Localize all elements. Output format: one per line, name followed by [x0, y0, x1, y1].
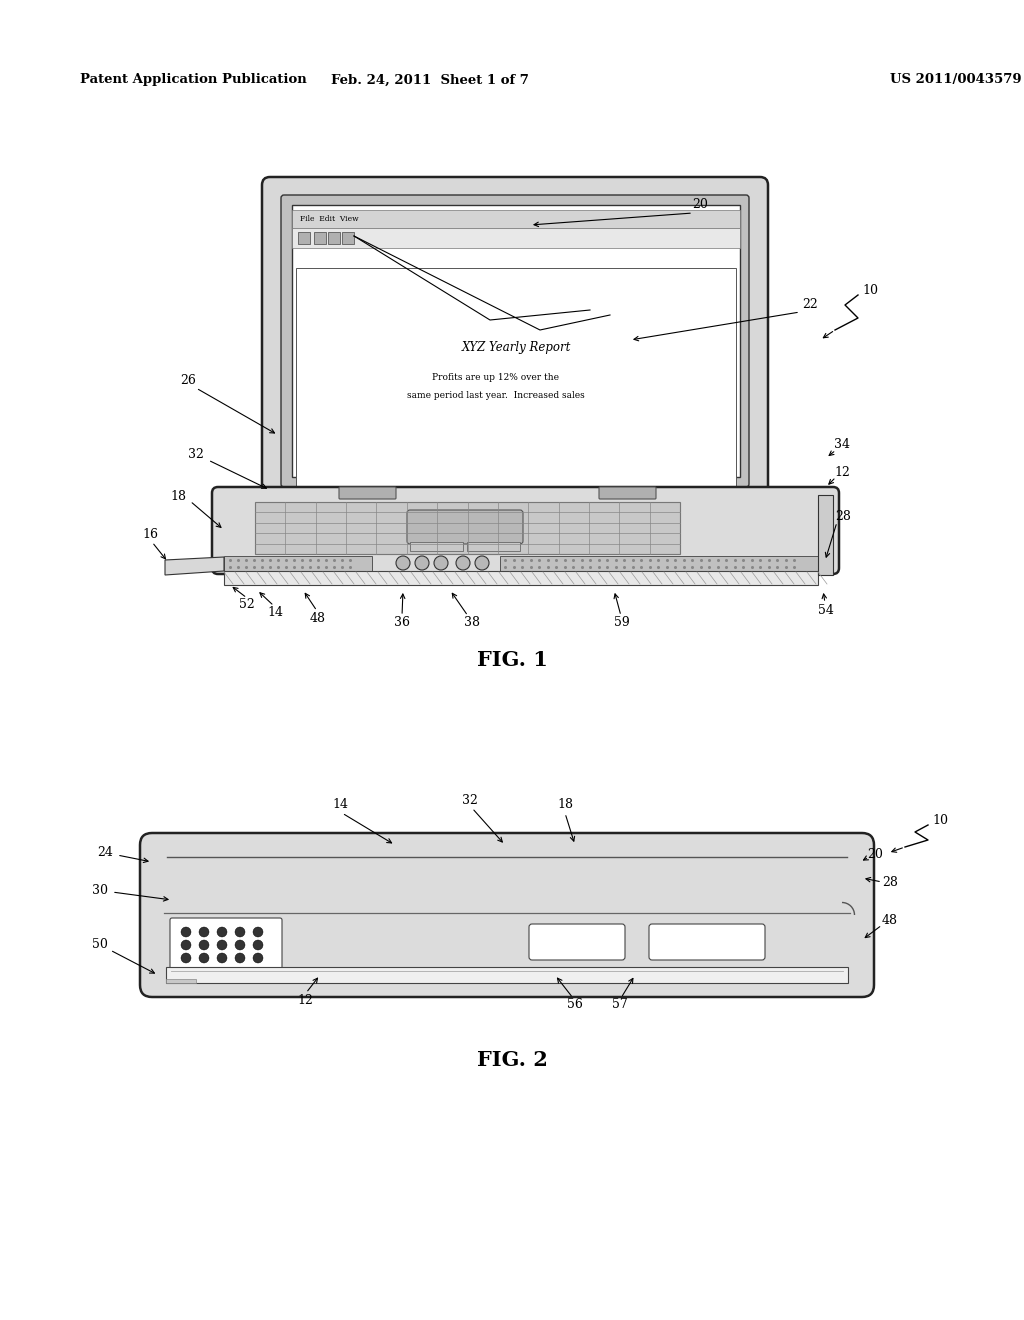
- FancyBboxPatch shape: [281, 195, 749, 487]
- Text: 56: 56: [567, 998, 583, 1011]
- Text: FIG. 2: FIG. 2: [476, 1049, 548, 1071]
- Text: 48: 48: [882, 913, 898, 927]
- Text: Profits are up 12% over the: Profits are up 12% over the: [432, 374, 559, 383]
- Text: Feb. 24, 2011  Sheet 1 of 7: Feb. 24, 2011 Sheet 1 of 7: [331, 74, 529, 87]
- Circle shape: [217, 940, 227, 950]
- Circle shape: [181, 940, 191, 950]
- Text: 48: 48: [310, 611, 326, 624]
- Circle shape: [434, 556, 449, 570]
- Circle shape: [217, 927, 227, 937]
- FancyBboxPatch shape: [170, 917, 282, 972]
- Text: XYZ Yearly Report: XYZ Yearly Report: [462, 342, 570, 355]
- Text: 50: 50: [92, 939, 108, 952]
- Text: 59: 59: [614, 616, 630, 630]
- Circle shape: [199, 940, 209, 950]
- Text: 36: 36: [394, 616, 410, 630]
- Text: US 2011/0043579 A1: US 2011/0043579 A1: [890, 74, 1024, 87]
- Bar: [500, 556, 818, 572]
- Bar: [296, 268, 736, 488]
- Circle shape: [253, 940, 263, 950]
- Circle shape: [234, 940, 245, 950]
- Text: same period last year.  Increased sales: same period last year. Increased sales: [408, 392, 585, 400]
- Text: 28: 28: [882, 876, 898, 890]
- FancyBboxPatch shape: [262, 177, 768, 503]
- Text: 12: 12: [297, 994, 313, 1006]
- Circle shape: [253, 953, 263, 964]
- Polygon shape: [165, 557, 224, 576]
- Text: 52: 52: [240, 598, 255, 611]
- Bar: [166, 968, 848, 983]
- Circle shape: [234, 953, 245, 964]
- Text: Patent Application Publication: Patent Application Publication: [80, 74, 307, 87]
- Bar: [224, 556, 372, 572]
- Text: 22: 22: [802, 298, 818, 312]
- Bar: [298, 232, 310, 244]
- Circle shape: [456, 556, 470, 570]
- Circle shape: [217, 953, 227, 964]
- Text: 20: 20: [867, 849, 883, 862]
- Bar: [292, 205, 740, 477]
- Text: 16: 16: [142, 528, 158, 541]
- Text: 26: 26: [180, 374, 196, 387]
- Circle shape: [234, 927, 245, 937]
- Circle shape: [181, 927, 191, 937]
- Text: 12: 12: [835, 466, 850, 479]
- Text: 32: 32: [188, 449, 204, 462]
- Bar: [410, 543, 463, 550]
- FancyBboxPatch shape: [140, 833, 874, 997]
- FancyBboxPatch shape: [407, 510, 523, 544]
- Text: 54: 54: [818, 603, 834, 616]
- Circle shape: [396, 556, 410, 570]
- Circle shape: [415, 556, 429, 570]
- Bar: [292, 228, 740, 248]
- Bar: [467, 543, 520, 550]
- Bar: [166, 979, 196, 983]
- Text: 57: 57: [612, 998, 628, 1011]
- Text: 20: 20: [692, 198, 708, 211]
- FancyBboxPatch shape: [599, 487, 656, 499]
- Text: 32: 32: [462, 793, 478, 807]
- Bar: [342, 232, 354, 244]
- Text: File  Edit  View: File Edit View: [300, 215, 358, 223]
- Text: 14: 14: [332, 799, 348, 812]
- Circle shape: [199, 953, 209, 964]
- Text: FIG. 1: FIG. 1: [476, 649, 548, 671]
- Circle shape: [253, 927, 263, 937]
- Bar: [224, 572, 818, 585]
- FancyBboxPatch shape: [339, 487, 396, 499]
- Text: 18: 18: [557, 799, 573, 812]
- Polygon shape: [818, 495, 833, 576]
- FancyBboxPatch shape: [212, 487, 839, 574]
- Circle shape: [181, 953, 191, 964]
- Text: 14: 14: [267, 606, 283, 619]
- Text: 24: 24: [97, 846, 113, 858]
- FancyBboxPatch shape: [649, 924, 765, 960]
- Bar: [255, 502, 680, 554]
- Text: 18: 18: [170, 490, 186, 503]
- Bar: [328, 232, 340, 244]
- Text: 34: 34: [834, 438, 850, 451]
- Circle shape: [199, 927, 209, 937]
- Text: 10: 10: [862, 284, 878, 297]
- Text: 30: 30: [92, 883, 108, 896]
- Bar: [292, 210, 740, 228]
- FancyBboxPatch shape: [529, 924, 625, 960]
- Text: 10: 10: [932, 813, 948, 826]
- Text: 38: 38: [464, 616, 480, 630]
- Circle shape: [475, 556, 489, 570]
- Text: 28: 28: [835, 510, 851, 523]
- Bar: [314, 232, 326, 244]
